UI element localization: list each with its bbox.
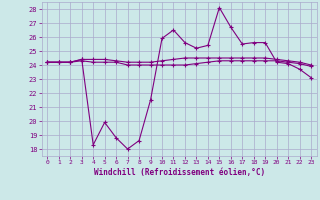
X-axis label: Windchill (Refroidissement éolien,°C): Windchill (Refroidissement éolien,°C) bbox=[94, 168, 265, 177]
